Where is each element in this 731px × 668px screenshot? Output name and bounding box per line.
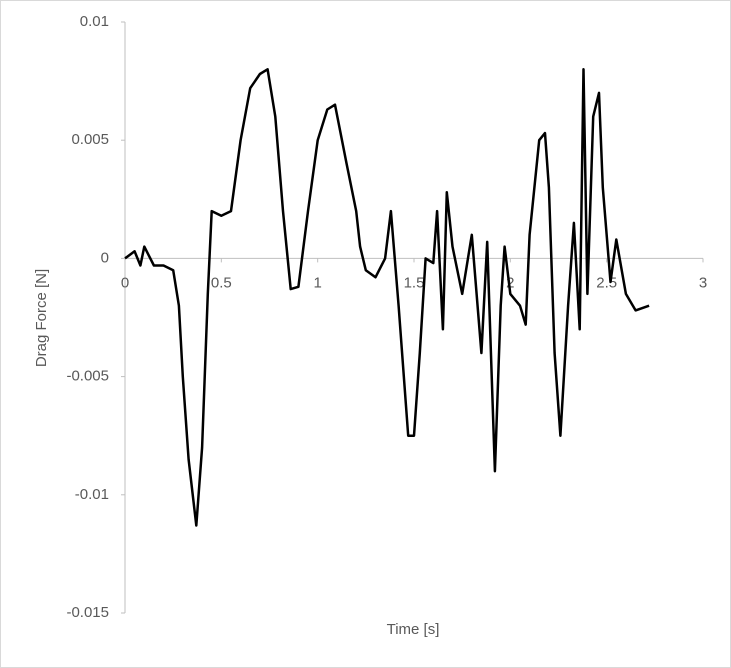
x-axis-title: Time [s] [387,621,440,638]
x-tick-label: 2 [506,274,514,291]
y-tick-label: 0 [101,249,109,266]
x-tick-label: 3 [699,274,707,291]
y-tick-label: 0.01 [80,13,109,30]
x-tick-label: 0 [121,274,129,291]
x-tick-label: 0.5 [211,274,232,291]
x-tick-label: 1 [313,274,321,291]
y-tick-label: -0.015 [66,604,109,621]
data-line [124,68,650,527]
x-tick-label: 1.5 [404,274,425,291]
y-tick-label: -0.01 [75,486,109,503]
x-tick-label: 2.5 [596,274,617,291]
y-axis-title: Drag Force [N] [33,269,50,367]
y-tick-label: -0.005 [66,368,109,385]
y-tick-label: 0.005 [71,131,109,148]
